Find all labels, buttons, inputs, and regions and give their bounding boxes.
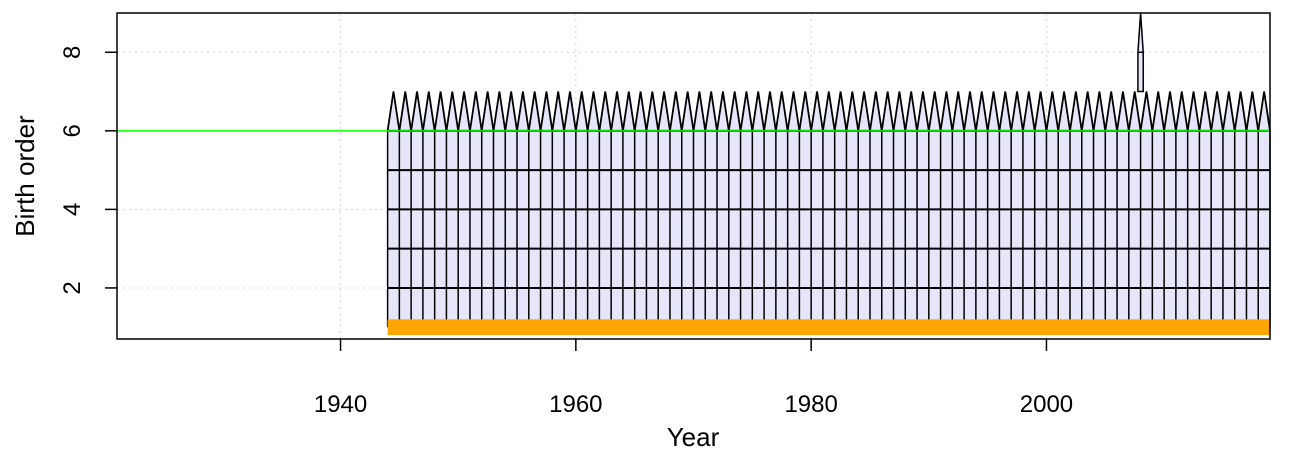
vline-layer [386, 130, 1271, 328]
x-tick-label: 1980 [784, 391, 837, 418]
x-axis-title: Year [667, 422, 720, 452]
y-tick-label: 8 [59, 46, 86, 59]
y-tick-label: 6 [59, 124, 86, 137]
plot-frame [116, 12, 1271, 340]
y-tick-label: 2 [59, 281, 86, 294]
x-tick-label: 1940 [314, 391, 367, 418]
envelope-layer [386, 12, 1271, 131]
x-tick-label: 2000 [1020, 391, 1073, 418]
floor-band [387, 319, 1270, 336]
floor-band-layer [387, 319, 1270, 336]
axis-layer: 1940 1960 1980 2000 2 4 6 8 [59, 46, 1073, 418]
y-axis-title: Birth order [10, 115, 40, 237]
y-tick-label: 4 [59, 203, 86, 216]
envelope-line [386, 91, 1271, 131]
x-tick-label: 1960 [549, 391, 602, 418]
